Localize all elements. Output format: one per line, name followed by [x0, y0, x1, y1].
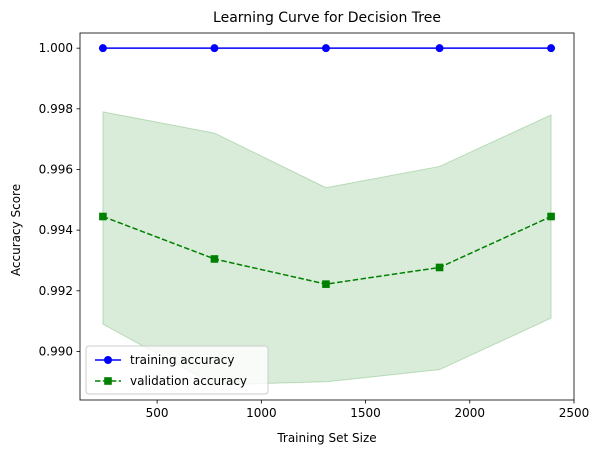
validation-accuracy-point: [99, 212, 107, 221]
training-accuracy-point: [547, 44, 556, 53]
training-accuracy-point: [435, 44, 444, 53]
training-accuracy-point: [98, 44, 107, 53]
validation-accuracy-point: [547, 212, 555, 221]
y-tick-label: 0.996: [39, 162, 73, 176]
legend-validation-label: validation accuracy: [130, 374, 247, 388]
axes: 500 1000 1500 2000 2500 0.990 0.992 0.994 0.996 0…: [39, 32, 590, 420]
y-tick-label: 0.990: [39, 344, 73, 358]
chart-title: Learning Curve for Decision Tree: [213, 10, 441, 26]
y-tick-label: 0.994: [39, 223, 73, 237]
x-tick-label: 2500: [559, 406, 590, 420]
training-accuracy-point: [321, 44, 330, 53]
legend: training accuracy validation accuracy: [85, 345, 269, 395]
axes-frame: [79, 32, 575, 401]
validation-accuracy-point: [210, 255, 219, 263]
training-accuracy-point: [210, 44, 219, 53]
y-tick-label: 1.000: [39, 41, 73, 55]
validation-accuracy-point: [322, 280, 330, 288]
x-tick-label: 1000: [246, 406, 277, 420]
legend-box: [85, 345, 269, 395]
y-tick-label: 0.998: [39, 102, 73, 116]
x-tick-label: 500: [146, 406, 169, 420]
x-axis-label: Training Set Size: [276, 431, 376, 445]
x-tick-label: 2000: [455, 406, 486, 420]
y-tick-label: 0.992: [39, 284, 73, 298]
legend-training-label: training accuracy: [130, 353, 234, 367]
y-axis-label: Accuracy Score: [9, 184, 23, 276]
x-tick-label: 1500: [350, 406, 381, 420]
legend-training-marker: [104, 356, 112, 364]
validation-accuracy-point: [435, 263, 444, 272]
legend-validation-marker: [104, 377, 112, 385]
